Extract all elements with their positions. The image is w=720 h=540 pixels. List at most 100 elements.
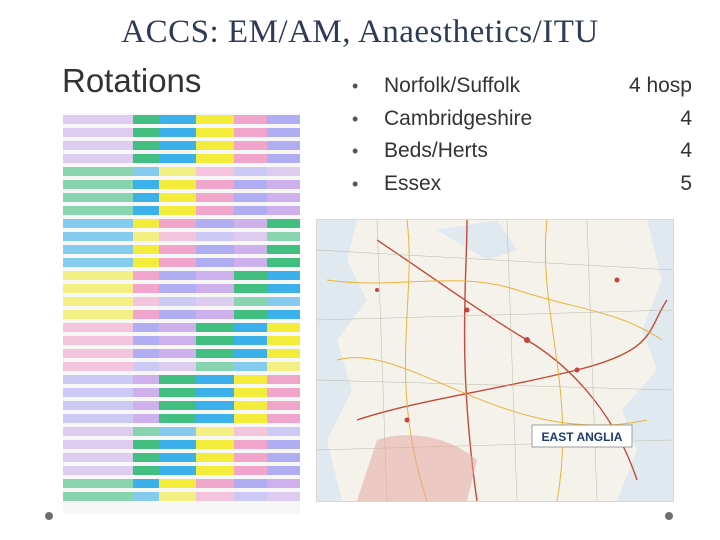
table-thumb-cell (133, 232, 159, 241)
table-thumb-cell (267, 258, 300, 267)
table-thumb-cell (267, 271, 300, 280)
slide-title: ACCS: EM/AM, Anaesthetics/ITU (121, 14, 599, 50)
table-thumb-cell (133, 336, 159, 345)
east-anglia-map-image: EAST ANGLIA (316, 219, 674, 502)
region-name: Essex (384, 171, 442, 195)
table-thumb-cell (133, 180, 159, 189)
table-thumb-cell (267, 284, 300, 293)
table-thumb-cell (159, 427, 196, 436)
table-thumb-cell (196, 232, 234, 241)
table-thumb-cell (196, 271, 234, 280)
table-thumb-cell (234, 401, 267, 410)
table-thumb-cell (267, 336, 300, 345)
table-thumb-cell (196, 375, 234, 384)
table-thumb-cell (234, 453, 267, 462)
region-name: Norfolk/Suffolk (384, 74, 521, 97)
table-thumb-cell (63, 414, 133, 423)
table-thumb-row (63, 399, 300, 412)
table-thumb-cell (267, 128, 300, 137)
table-thumb-cell (63, 479, 133, 488)
table-thumb-cell (63, 180, 133, 189)
table-thumb-cell (133, 219, 159, 228)
hospital-count: 4 (680, 106, 692, 130)
region-item: • Norfolk/Suffolk 4 hosp (352, 74, 692, 107)
table-thumb-cell (267, 219, 300, 228)
table-thumb-cell (196, 258, 234, 267)
table-thumb-cell (196, 414, 234, 423)
table-thumb-cell (267, 427, 300, 436)
table-thumb-cell (63, 193, 133, 202)
table-thumb-cell (133, 154, 159, 163)
hospital-count: 4 hosp (628, 74, 692, 97)
table-thumb-cell (133, 375, 159, 384)
table-thumb-cell (159, 206, 196, 215)
table-thumb-cell (63, 349, 133, 358)
table-thumb-cell (196, 323, 234, 332)
table-thumb-cell (63, 323, 133, 332)
table-thumb-cell (234, 349, 267, 358)
table-thumb-cell (133, 427, 159, 436)
table-thumb-row (63, 386, 300, 399)
table-thumb-row (63, 113, 300, 126)
table-thumb-cell (133, 128, 159, 137)
table-thumb-cell (63, 128, 133, 137)
table-thumb-cell (63, 206, 133, 215)
table-thumb-cell (234, 167, 267, 176)
table-thumb-cell (63, 401, 133, 410)
table-thumb-cell (234, 310, 267, 319)
table-thumb-row (63, 347, 300, 360)
nav-dot-right[interactable] (665, 512, 673, 520)
table-thumb-cell (196, 362, 234, 371)
table-thumb-row (63, 139, 300, 152)
table-thumb-cell (159, 297, 196, 306)
table-thumb-cell (196, 349, 234, 358)
table-thumb-cell (63, 466, 133, 475)
table-thumb-cell (196, 206, 234, 215)
table-thumb-cell (267, 323, 300, 332)
table-thumb-cell (196, 440, 234, 449)
table-thumb-cell (133, 245, 159, 254)
table-thumb-cell (196, 466, 234, 475)
table-thumb-cell (196, 128, 234, 137)
table-thumb-cell (63, 336, 133, 345)
table-thumb-cell (159, 284, 196, 293)
table-thumb-cell (267, 180, 300, 189)
table-thumb-cell (133, 401, 159, 410)
table-thumb-row (63, 438, 300, 451)
table-thumb-row (63, 412, 300, 425)
table-thumb-cell (63, 362, 133, 371)
table-thumb-cell (159, 388, 196, 397)
table-thumb-cell (267, 414, 300, 423)
table-thumb-cell (63, 154, 133, 163)
region-name: Cambridgeshire (384, 106, 533, 130)
table-thumb-cell (234, 284, 267, 293)
table-thumb-cell (234, 245, 267, 254)
nav-dot-left[interactable] (45, 512, 53, 520)
table-thumb-cell (133, 310, 159, 319)
table-thumb-cell (267, 349, 300, 358)
table-thumb-cell (267, 167, 300, 176)
table-thumb-cell (159, 336, 196, 345)
table-thumb-row (63, 451, 300, 464)
table-thumb-cell (63, 232, 133, 241)
table-thumb-cell (133, 115, 159, 124)
table-thumb-cell (159, 258, 196, 267)
table-thumb-cell (63, 258, 133, 267)
table-thumb-row (63, 126, 300, 139)
table-thumb-cell (159, 414, 196, 423)
table-thumb-cell (196, 297, 234, 306)
table-thumb-row (63, 256, 300, 269)
table-thumb-cell (159, 115, 196, 124)
table-thumb-cell (63, 297, 133, 306)
table-thumb-cell (196, 492, 234, 501)
bullet-icon: • (352, 76, 359, 96)
table-thumb-cell (159, 323, 196, 332)
table-thumb-cell (267, 245, 300, 254)
table-thumb-row (63, 308, 300, 321)
table-thumb-cell (133, 141, 159, 150)
table-thumb-cell (133, 440, 159, 449)
table-thumb-row (63, 243, 300, 256)
table-thumb-cell (267, 141, 300, 150)
table-thumb-row (63, 373, 300, 386)
table-thumb-cell (196, 167, 234, 176)
